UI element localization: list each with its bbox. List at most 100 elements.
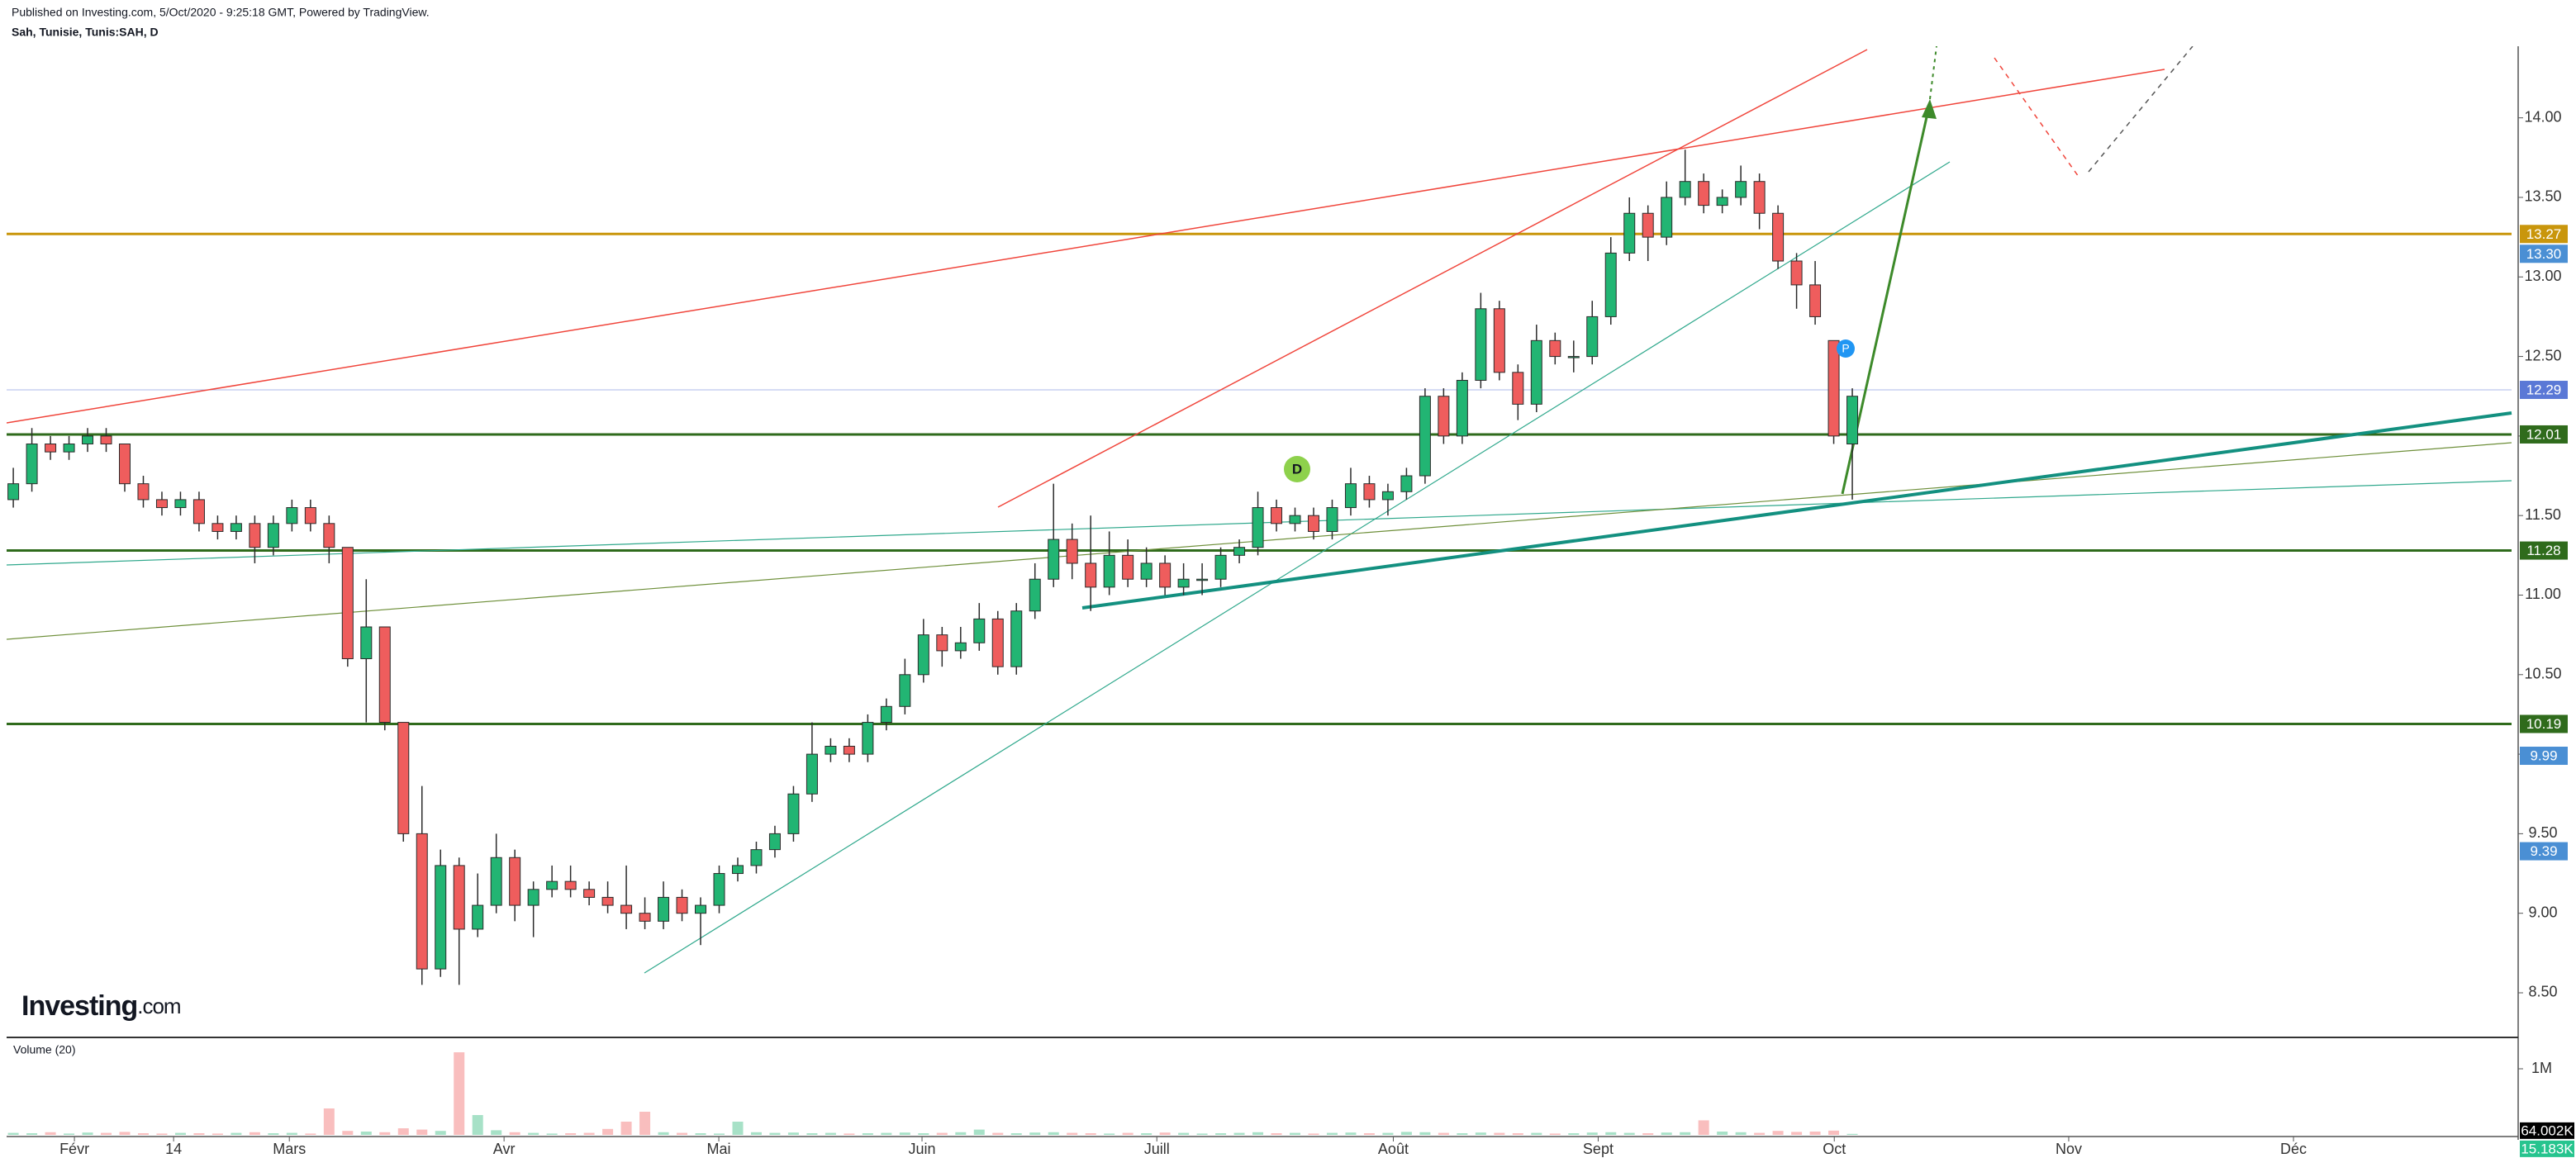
published-note: Published on Investing.com, 5/Oct/2020 -… (12, 6, 430, 19)
candle-body (1271, 507, 1283, 524)
volume-bar (454, 1052, 465, 1135)
volume-bar (1290, 1132, 1301, 1135)
volume-bar (1326, 1132, 1338, 1135)
volume-bar (1809, 1132, 1821, 1135)
price-tag (2520, 225, 2568, 244)
arrow-head (1922, 99, 1937, 119)
price-tag-label: 12.29 (2526, 382, 2562, 398)
price-tag (2520, 244, 2568, 263)
candle-body (509, 857, 521, 906)
trendline (644, 161, 1951, 974)
x-tick-label: Juill (1144, 1141, 1170, 1157)
candle-body (1363, 483, 1376, 501)
volume-bar (1586, 1132, 1598, 1135)
logo: Investing.com (21, 990, 181, 1022)
volume-bar (491, 1130, 502, 1135)
candle-body (211, 523, 224, 532)
volume-bar (936, 1132, 948, 1135)
volume-bar (1642, 1133, 1654, 1135)
candle-body (954, 642, 967, 652)
candle-body (378, 626, 391, 724)
candle-body (397, 722, 410, 834)
volume-bar (1141, 1133, 1153, 1135)
volume-bar (1568, 1133, 1580, 1135)
candle-body (304, 507, 316, 524)
candle-body (768, 833, 781, 851)
trendline (997, 49, 1868, 508)
volume-bar (1531, 1132, 1542, 1135)
volume-bar (416, 1129, 428, 1135)
candle-body (620, 904, 633, 914)
volume-bar (713, 1133, 725, 1135)
dividend-marker-label: D (1292, 461, 1302, 477)
x-tick-label: Avr (493, 1141, 516, 1157)
volume-tick-label: 1M (2531, 1060, 2552, 1076)
volume-bar (1680, 1132, 1691, 1135)
candle-body (1066, 539, 1078, 564)
volume-bar (732, 1122, 744, 1135)
y-tick-label: 11.50 (2525, 506, 2561, 523)
candle-body (1381, 491, 1394, 501)
price-tag (2520, 381, 2568, 400)
volume-bar (1085, 1133, 1096, 1135)
x-tick-label: Févr (59, 1141, 89, 1157)
volume-bar (881, 1132, 892, 1135)
volume-bar (918, 1133, 929, 1135)
x-tick-label: Mars (273, 1141, 306, 1157)
volume-bar (249, 1132, 260, 1135)
volume-bar (1438, 1132, 1449, 1135)
volume-bar (45, 1132, 56, 1135)
candle-body (1252, 507, 1264, 548)
volume-bar (1271, 1133, 1282, 1135)
candle-body (1642, 212, 1654, 238)
volume-bar (546, 1133, 558, 1135)
candle-body (1790, 260, 1803, 286)
volume-bar (695, 1133, 706, 1135)
volume-bar (1549, 1133, 1561, 1135)
candle-body (1010, 610, 1023, 667)
volume-bar (787, 1132, 799, 1135)
candle-body (360, 626, 373, 660)
candle-body (1512, 372, 1524, 405)
volume-bar (156, 1133, 168, 1135)
y-tick-label: 13.00 (2524, 268, 2561, 284)
price-tag-label: 13.27 (2526, 226, 2562, 242)
candle-body (1103, 554, 1115, 588)
candle-body (1753, 181, 1766, 214)
volume-tag (2520, 1140, 2574, 1157)
candle-body (1048, 539, 1060, 580)
volume-bar (769, 1132, 781, 1135)
candle-body (1604, 252, 1617, 317)
candle-body (862, 722, 874, 755)
volume-bar (342, 1131, 354, 1135)
volume-bar (1475, 1132, 1486, 1135)
candle-body (1326, 507, 1338, 532)
y-tick-label: 9.50 (2528, 824, 2557, 841)
volume-bar (658, 1132, 669, 1135)
y-tick-label: 14.00 (2524, 108, 2561, 125)
volume-bar (955, 1132, 967, 1135)
candle-body (453, 865, 465, 930)
y-tick-label: 11.00 (2525, 586, 2561, 602)
volume-bar (825, 1132, 836, 1135)
volume-bar (862, 1133, 873, 1135)
dividend-marker[interactable] (1284, 456, 1310, 482)
candle-body (1233, 547, 1246, 556)
candle-body (26, 444, 38, 485)
logo-suffix: .com (137, 994, 180, 1018)
p-marker[interactable] (1837, 339, 1855, 358)
candle-body (1530, 339, 1542, 405)
price-tag-label: 9.39 (2530, 843, 2557, 859)
volume-bar (1178, 1132, 1190, 1135)
volume-bar (620, 1122, 632, 1135)
volume-bar (435, 1131, 446, 1135)
candle-body (1419, 396, 1431, 477)
volume-bar (174, 1132, 186, 1135)
candle-body (192, 499, 205, 524)
volume-title: Volume (20) (13, 1043, 75, 1056)
candle-body (936, 634, 948, 652)
y-tick-label: 10.50 (2524, 666, 2561, 682)
candle-body (1214, 554, 1227, 580)
volume-bar (1735, 1132, 1747, 1135)
price-tag (2520, 842, 2568, 861)
